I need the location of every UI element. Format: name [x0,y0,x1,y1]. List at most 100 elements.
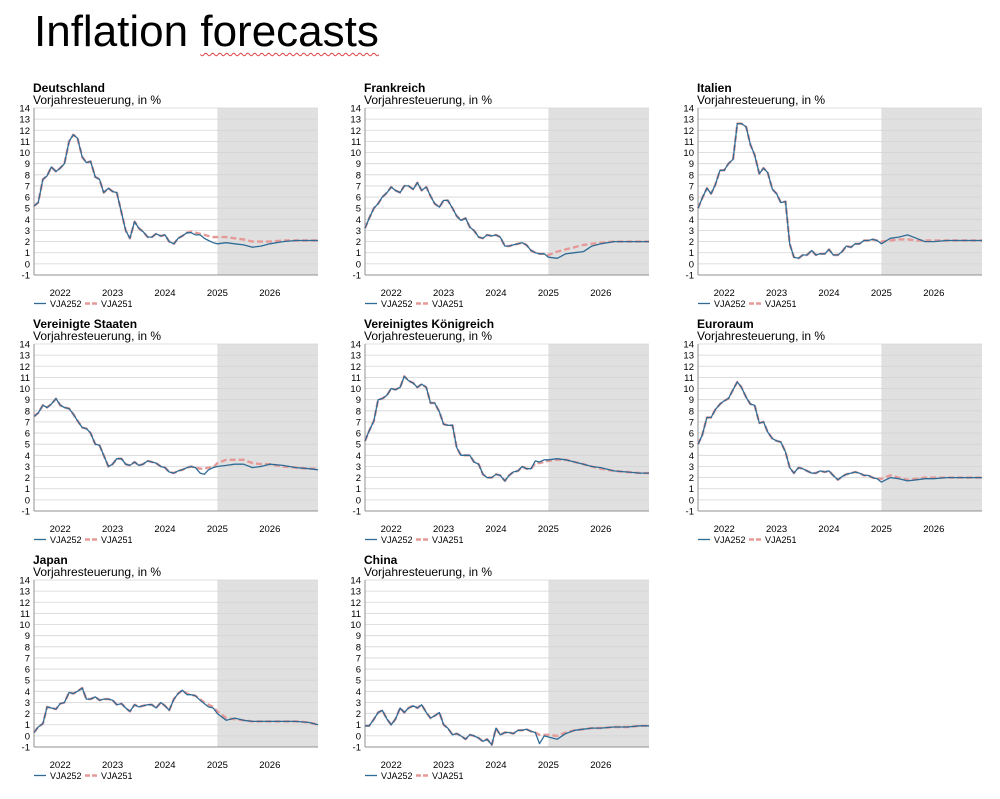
legend-label: VJA252 [50,535,82,545]
y-tick-label: 7 [356,181,361,192]
chart-panel-italien: Italien Vorjahresteuerung, in % -1 0 1 2 3 4 5… [664,80,984,312]
y-tick-label: 8 [689,170,694,181]
y-tick-label: 4 [689,215,694,226]
y-tick-label: 5 [356,204,361,215]
y-tick-label: 13 [350,351,361,362]
chart-panel-vereinigtes-koenigreich: Vereinigtes Königreich Vorjahresteuerung… [331,316,651,548]
y-tick-label: 8 [25,406,30,417]
x-tick-label: 2022 [714,524,735,535]
legend: VJA252 VJA251 [34,535,133,545]
y-tick-label: 2 [25,473,30,484]
x-tick-label: 2026 [590,760,611,771]
y-tick-label: 12 [350,126,361,137]
y-tick-label: 3 [25,698,30,709]
legend: VJA252 VJA251 [34,771,133,781]
legend-label: VJA251 [101,535,133,545]
legend-label: VJA251 [432,299,464,309]
series-line-vja252 [33,134,318,248]
y-tick-label: 4 [356,215,361,226]
x-tick-label: 2026 [259,288,280,299]
panel-subtitle: Vorjahresteuerung, in % [364,93,493,107]
chart-panel-japan: Japan Vorjahresteuerung, in % -1 0 1 2 3 4 5 6 7… [0,552,320,784]
y-tick-label: 2 [356,473,361,484]
legend-label: VJA252 [381,771,413,781]
y-tick-label: 4 [25,215,30,226]
y-tick-label: 9 [356,631,361,642]
y-tick-label: 0 [356,259,361,270]
slide-title: Inflation forecasts [34,2,379,62]
y-tick-label: 11 [684,373,694,384]
y-tick-label: 13 [350,587,361,598]
x-tick-label: 2022 [50,524,71,535]
y-tick-label: 14 [19,104,30,115]
y-tick-label: 13 [19,587,30,598]
y-tick-label: 12 [350,362,361,373]
y-tick-label: 13 [683,115,694,126]
x-tick-label: 2025 [538,760,559,771]
x-tick-label: 2026 [259,524,280,535]
y-tick-label: 10 [350,384,361,395]
y-tick-label: -1 [686,507,694,518]
series-line-vja252 [33,687,319,733]
chart-panel-frankreich: Frankreich Vorjahresteuerung, in % -1 0 1 2… [331,80,651,312]
y-tick-label: 5 [356,440,361,451]
y-tick-label: 3 [25,226,30,237]
y-tick-label: 14 [19,576,30,587]
y-tick-label: 8 [356,170,361,181]
y-tick-label: 7 [25,653,30,664]
x-tick-label: 2022 [50,288,71,299]
chart-panel-deutschland: Deutschland Vorjahresteuerung, in % -1 0 1… [0,80,320,312]
x-tick-label: 2022 [50,760,71,771]
y-tick-label: 2 [25,237,30,248]
y-tick-label: 11 [20,609,30,620]
y-tick-label: 5 [25,440,30,451]
y-tick-label: 11 [351,609,361,620]
y-tick-label: 10 [683,148,694,159]
forecast-region [548,580,649,747]
y-tick-label: 7 [356,653,361,664]
panel-title: Deutschland [33,81,106,95]
y-tick-label: 2 [689,237,694,248]
x-tick-label: 2023 [766,524,787,535]
x-tick-label: 2023 [433,760,454,771]
series-line-vja252 [365,704,649,746]
y-tick-label: -1 [22,271,30,282]
y-tick-label: 12 [350,598,361,609]
legend-label: VJA251 [765,299,797,309]
y-tick-label: 9 [689,395,694,406]
forecast-region [217,108,318,275]
legend-label: VJA251 [432,771,464,781]
y-tick-label: 1 [25,248,30,259]
legend-label: VJA251 [101,771,133,781]
y-tick-label: 12 [19,362,30,373]
y-tick-label: 0 [25,731,30,742]
y-tick-label: 12 [19,598,30,609]
y-tick-label: 10 [683,384,694,395]
y-tick-label: 10 [350,148,361,159]
x-tick-label: 2025 [871,524,892,535]
x-tick-label: 2022 [381,760,402,771]
y-tick-label: 2 [356,237,361,248]
x-tick-label: 2026 [259,760,280,771]
legend: VJA252 VJA251 [34,299,133,309]
y-tick-label: 9 [25,631,30,642]
x-tick-label: 2023 [102,760,123,771]
x-tick-label: 2025 [207,524,228,535]
y-tick-label: 9 [689,159,694,170]
y-tick-label: 10 [19,620,30,631]
y-tick-label: 9 [25,159,30,170]
legend-label: VJA252 [714,535,746,545]
y-tick-label: 6 [356,665,361,676]
y-tick-label: 7 [25,417,30,428]
chart-panel-vereinigte-staaten: Vereinigte Staaten Vorjahresteuerung, in… [0,316,320,548]
y-tick-label: 0 [356,731,361,742]
y-tick-label: 5 [356,676,361,687]
y-tick-label: 11 [20,373,30,384]
legend-label: VJA252 [50,771,82,781]
y-tick-label: 5 [689,204,694,215]
